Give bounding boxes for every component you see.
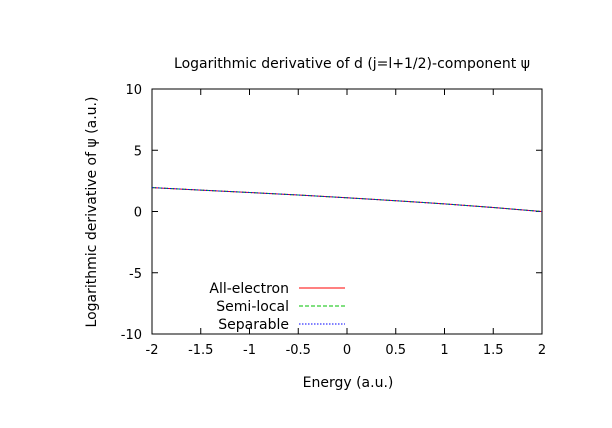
x-tick-label: -2 [146,343,159,358]
y-tick-label: -10 [121,328,142,343]
x-tick-label: 1 [440,343,448,358]
x-tick-label: 1.5 [483,343,504,358]
x-tick-label: 0.5 [385,343,406,358]
y-tick-label: 0 [134,206,142,221]
series-line-semi-local [151,187,543,212]
legend-label: Semi-local [216,299,289,315]
x-tick-label: 2 [538,343,546,358]
x-tick-label: 0 [343,343,351,358]
chart-title: Logarithmic derivative of d (j=l+1/2)-co… [174,56,530,72]
x-tick-label: -1 [243,343,256,358]
y-tick-label: 5 [134,144,142,159]
y-tick-label: -5 [129,267,142,282]
y-axis-label: Logarithmic derivative of ψ (a.u.) [84,97,100,328]
x-tick-label: -0.5 [286,343,311,358]
x-tick-label: -1.5 [188,343,213,358]
series-line-all-electron [151,187,543,212]
x-axis-label: Energy (a.u.) [303,375,394,391]
series-line-separable [151,187,543,212]
plot-frame [151,88,543,335]
legend-label: Separable [218,317,289,333]
y-tick-label: 10 [125,83,142,98]
legend-label: All-electron [209,281,289,297]
